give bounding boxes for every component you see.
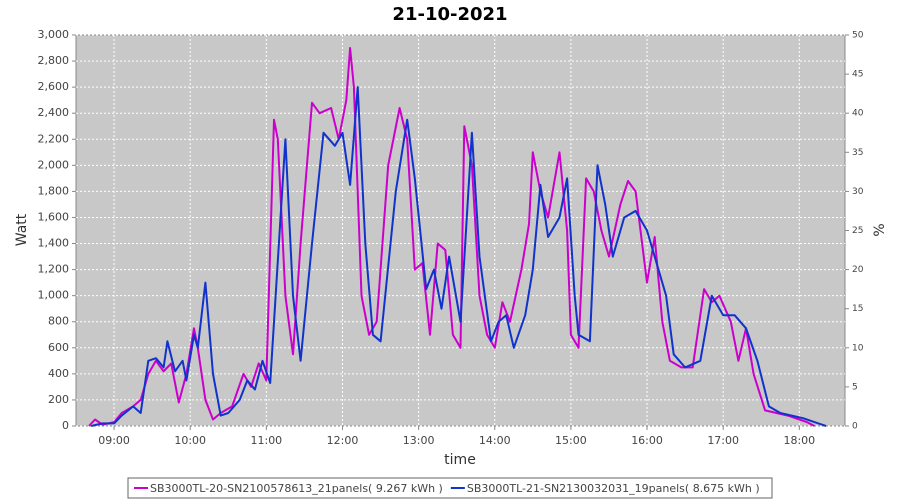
y-tick-label: 2,200 [38,132,70,145]
y2-tick-label: 50 [852,31,864,41]
y2-tick-label: 15 [852,304,863,314]
chart-title: 21-10-2021 [392,4,507,25]
series-line [88,47,815,427]
legend [127,477,773,499]
x-tick-label: 15:00 [555,434,587,447]
y2-tick-label: 30 [852,187,864,197]
y2-axis-label: % [872,223,888,236]
y-tick-label: 2,800 [38,54,70,67]
x-tick-label: 12:00 [327,434,359,447]
y-tick-label: 2,000 [38,158,70,171]
y2-tick-label: 25 [852,226,863,236]
x-tick-label: 17:00 [707,434,739,447]
y-tick-label: 2,400 [38,106,70,119]
y-tick-label: 1,000 [38,289,70,302]
x-tick-label: 14:00 [479,434,511,447]
y-tick-label: 800 [48,315,69,328]
y-tick-label: 1,200 [38,263,70,276]
y2-tick-label: 45 [852,70,863,80]
y2-tick-label: 20 [852,265,864,275]
x-tick-label: 11:00 [250,434,282,447]
x-tick-label: 13:00 [403,434,435,447]
y-tick-label: 400 [48,367,69,380]
y2-tick-label: 5 [852,382,858,392]
x-tick-label: 18:00 [783,434,815,447]
y-tick-label: 0 [62,419,69,432]
y-tick-label: 1,400 [38,237,70,250]
y2-tick-label: 10 [852,343,864,353]
y-tick-label: 3,000 [38,28,70,41]
series-line [90,86,827,427]
y-tick-label: 200 [48,393,69,406]
y2-tick-label: 35 [852,148,863,158]
x-axis-label: time [444,452,476,468]
y-tick-label: 1,800 [38,184,70,197]
y-tick-label: 2,600 [38,80,70,93]
y2-tick-label: 40 [852,109,864,119]
y-tick-label: 600 [48,341,69,354]
plot-area [75,34,846,427]
legend-label: SB3000TL-20-SN2100578613_21panels( 9.267… [150,482,443,495]
y-tick-label: 1,600 [38,210,70,223]
x-tick-label: 09:00 [98,434,130,447]
y-axis-label: Watt [14,213,30,246]
y2-tick-label: 0 [852,422,858,432]
x-tick-label: 10:00 [174,434,206,447]
legend-label: SB3000TL-21-SN2130032031_19panels( 8.675… [467,482,760,495]
x-tick-label: 16:00 [631,434,663,447]
